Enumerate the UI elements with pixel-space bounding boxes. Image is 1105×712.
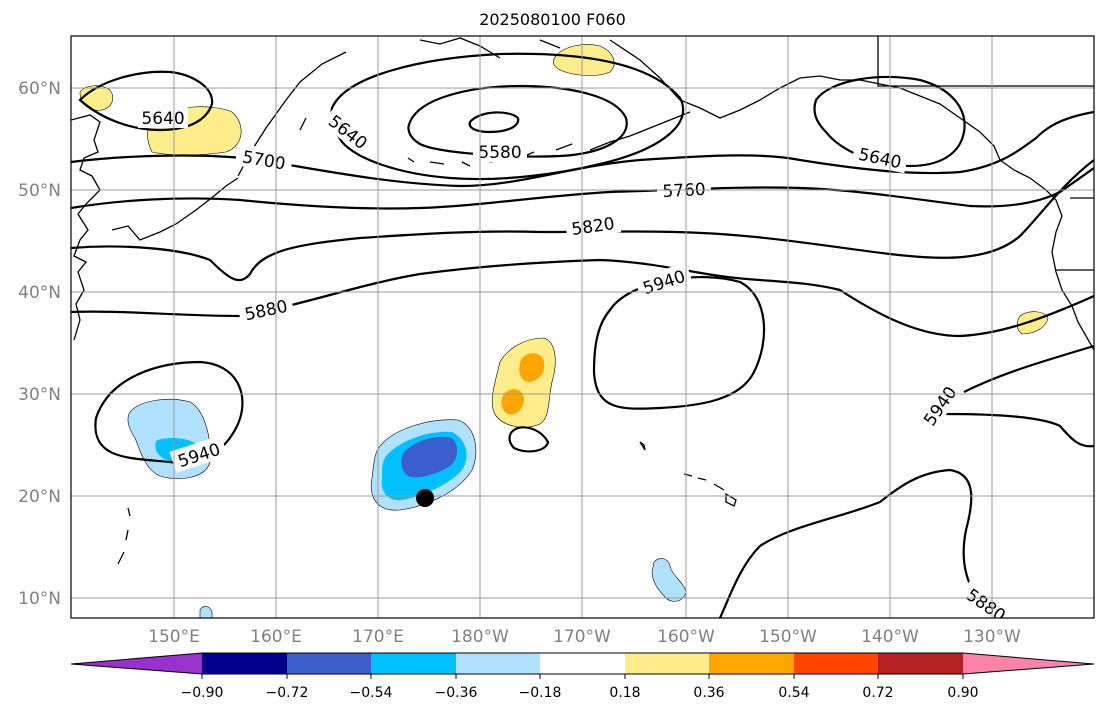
longitude-labels: 150°E 160°E 170°E 180°W 170°W 160°W 150°… [148,627,1021,647]
contour-5940-east-upper [963,344,1094,393]
lat-label-30n: 30°N [18,385,61,405]
shading-layer [79,44,1049,618]
colorbar-cell-over [963,653,1094,674]
colorbar-tick-label-1: −0.90 [181,685,224,701]
contour-5940-small [508,426,550,453]
colorbar-tick-label-10: 0.90 [947,685,978,701]
gridlines [71,36,1094,618]
colorbar-tick-label-7: 0.36 [693,685,724,701]
contour-label-5760: 5760 [662,180,706,202]
positive-area-bering [553,44,615,76]
colorbar-tick-label-3: −0.54 [350,685,393,701]
colorbar-cell-1 [202,653,287,674]
contour-5760 [71,167,1094,210]
contour-label-5640-west: 5640 [141,109,184,129]
contour-5820 [71,159,1094,282]
contour-5880-south [718,468,991,618]
lat-label-10n: 10°N [18,589,61,609]
colorbar-cell-2 [287,653,371,674]
contour-5640-ring-outer [330,52,685,181]
contour-5940-central [592,276,766,410]
colorbar-cell-5 [540,653,625,674]
lon-label-160e: 160°E [250,627,302,647]
map-title: 2025080100 F060 [479,10,626,29]
lon-label-180w: 180°W [451,627,509,647]
coast-hawaii [639,441,737,507]
lon-label-170w: 170°W [553,627,611,647]
contour-label-5580: 5580 [478,143,521,163]
positive-area-central-core-a [519,353,545,382]
colorbar-cell-under [71,653,202,674]
colorbar-ticks [201,674,964,679]
lat-label-40n: 40°N [18,283,61,303]
colorbar-cell-8 [794,653,878,674]
colorbar-tick-label-5: −0.18 [519,685,562,701]
lon-label-150e: 150°E [148,627,200,647]
negative-area-sw-tiny [199,606,213,618]
lon-label-150w: 150°W [759,627,817,647]
contour-label-layer: 5640 5700 5640 5580 5640 5760 [138,106,1016,618]
lat-label-50n: 50°N [18,181,61,201]
colorbar-tick-label-2: −0.72 [266,685,309,701]
contour-5940-east-lower [945,412,1094,448]
coast-asia [71,114,239,341]
colorbar-tick-label-6: 0.18 [609,685,640,701]
colorbar-tick-label-8: 0.54 [778,685,809,701]
lat-label-20n: 20°N [18,487,61,507]
lon-label-170e: 170°E [352,627,404,647]
colorbar-cell-4 [456,653,540,674]
lon-label-130w: 130°W [963,627,1021,647]
colorbar-tick-label-9: 0.72 [862,685,893,701]
colorbar-cell-9 [878,653,963,674]
coast-north-america-border [877,36,1094,271]
contour-5940-west [94,360,244,464]
map-frame [70,35,1095,619]
colorbar-tick-label-4: −0.36 [435,685,478,701]
contour-5580-low [468,111,520,134]
contour-5640-ring-inner [407,84,628,158]
latitude-labels: 60°N 50°N 40°N 30°N 20°N 10°N [18,79,61,609]
coast-pacific-islands [117,507,131,565]
contour-5640-east [813,75,966,168]
colorbar-cell-6 [625,653,709,674]
lon-label-140w: 140°W [861,627,919,647]
colorbar-cell-3 [371,653,456,674]
colorbar-cell-7 [709,653,794,674]
lon-label-160w: 160°W [657,627,715,647]
negative-area-central-core [401,436,458,478]
contour-5640-west [78,70,214,132]
positive-area-central-core-b [501,389,524,415]
colorbar: −0.90 −0.72 −0.54 −0.36 −0.18 0.18 0.36 … [70,652,1095,701]
coast-alaska [419,37,1094,351]
storm-center-marker [416,489,434,507]
lat-label-60n: 60°N [18,79,61,99]
